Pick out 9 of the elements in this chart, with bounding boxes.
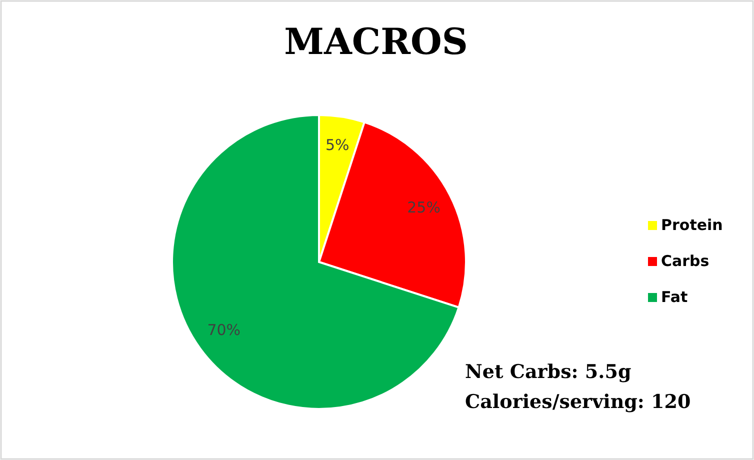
legend-label: Protein xyxy=(661,216,723,234)
legend-label: Fat xyxy=(661,288,688,306)
text: Calories/serving: 120 xyxy=(465,391,691,413)
text: Net Carbs: 5.5g xyxy=(465,361,632,383)
chart-title: MACROS xyxy=(284,21,468,63)
data-label: 70% xyxy=(207,321,241,340)
legend-label: Carbs xyxy=(661,252,710,270)
data-label: 25% xyxy=(407,198,440,217)
data-label: 5% xyxy=(326,136,350,154)
